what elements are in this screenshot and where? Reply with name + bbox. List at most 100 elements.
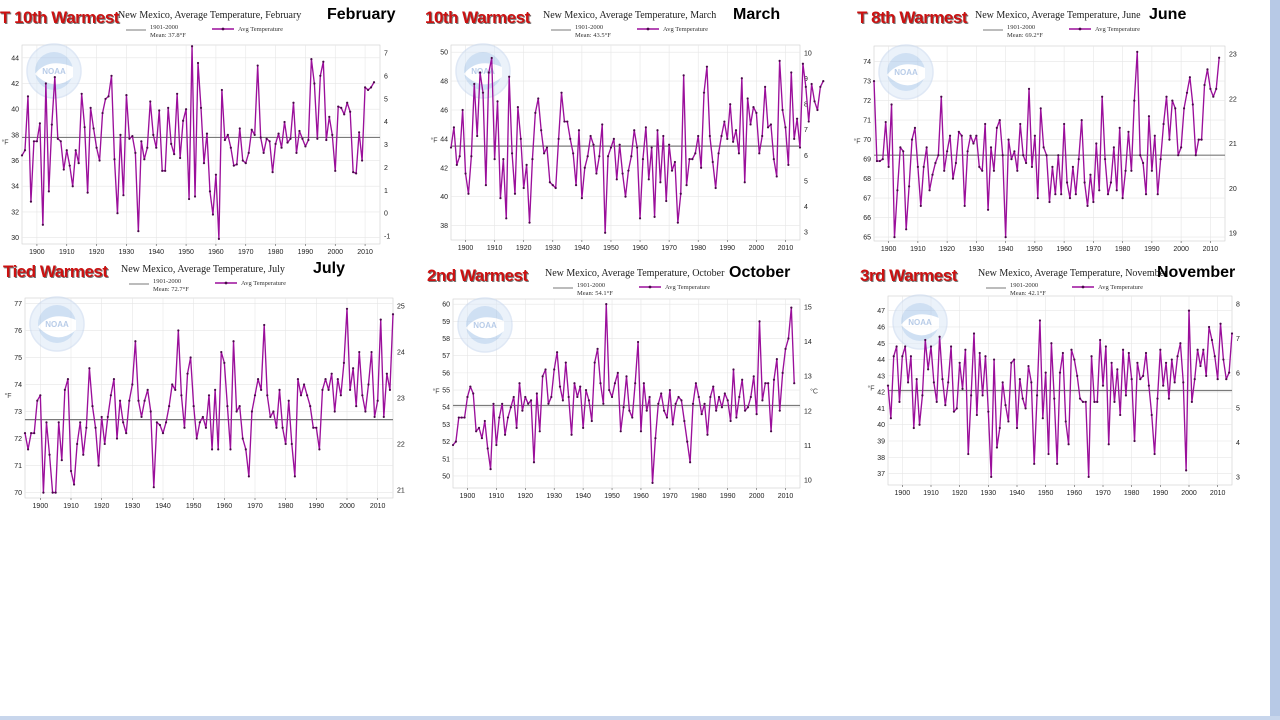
data-point [476, 134, 479, 138]
data-point [1124, 169, 1127, 172]
chart-svg-november: NOAA New Mexico, Average Temperature, Nov… [867, 268, 1240, 497]
data-point [566, 120, 569, 123]
data-point [1133, 99, 1136, 102]
data-point [561, 399, 564, 402]
data-point [502, 158, 505, 161]
data-point [45, 421, 48, 424]
data-point [1130, 169, 1133, 172]
legend-series-label: Avg Temperature [665, 284, 710, 291]
data-point [647, 178, 650, 181]
x-tick-label: 1920 [518, 493, 534, 500]
data-point [712, 385, 715, 388]
data-point [1019, 122, 1022, 126]
y2-tick-label: 22 [1229, 96, 1237, 103]
y2-tick-label: 10 [804, 51, 812, 58]
data-point [990, 475, 993, 478]
data-point [557, 137, 560, 140]
data-point [489, 468, 492, 471]
x-tick-label: 1930 [546, 493, 562, 500]
data-point [1219, 322, 1222, 325]
chart-title: New Mexico, Average Temperature, Februar… [118, 10, 301, 21]
data-point [1179, 342, 1182, 345]
data-point [572, 152, 575, 155]
month-label: June [1149, 6, 1187, 23]
data-point [579, 385, 582, 388]
x-tick-label: 1900 [460, 493, 476, 500]
data-point [168, 405, 171, 408]
data-point [1180, 146, 1183, 149]
data-point [250, 128, 253, 131]
y2-tick-label: 23 [1229, 52, 1237, 59]
y-tick-label: 57 [442, 353, 450, 360]
data-point [63, 388, 66, 391]
data-point [480, 437, 484, 440]
chart-title: New Mexico, Average Temperature, October [545, 268, 725, 279]
data-point [143, 158, 146, 161]
month-label: March [733, 6, 781, 23]
data-point [1124, 394, 1128, 397]
data-point [622, 406, 625, 409]
data-point [140, 140, 143, 143]
data-point [922, 165, 925, 168]
x-tick-label: 1970 [238, 249, 254, 256]
data-point [358, 131, 361, 134]
data-point [253, 394, 257, 397]
x-tick-label: 1990 [720, 245, 736, 252]
data-point [1156, 193, 1159, 196]
y-tick-label: 58 [442, 336, 450, 343]
data-point [152, 133, 155, 136]
data-point [35, 140, 39, 143]
data-point [210, 448, 214, 451]
data-point [330, 372, 333, 375]
data-point [208, 190, 212, 193]
data-point [1182, 381, 1185, 384]
data-point [1061, 351, 1064, 355]
data-point [540, 129, 543, 132]
data-point [638, 217, 642, 220]
data-point [1007, 420, 1010, 423]
data-point [755, 413, 758, 416]
data-point [112, 377, 116, 381]
data-point [627, 169, 630, 172]
data-point [1053, 397, 1056, 400]
legend-mean-label: Mean: 43.5°F [575, 32, 611, 39]
month-label: October [729, 264, 791, 281]
data-point [319, 74, 322, 77]
data-point [601, 123, 604, 126]
x-tick-label: 1980 [690, 245, 706, 252]
data-point [1064, 420, 1067, 423]
data-point [1185, 91, 1189, 94]
data-point [1213, 355, 1216, 358]
data-point [363, 86, 367, 89]
data-point [173, 153, 176, 156]
rank-label: T 10th Warmest [0, 8, 119, 27]
data-point [743, 409, 747, 412]
y2-tick-label: 25 [397, 304, 405, 311]
x-tick-label: 2010 [370, 503, 386, 510]
data-point [599, 382, 602, 385]
data-point [475, 430, 478, 433]
data-point [639, 430, 643, 433]
data-point [1089, 173, 1092, 176]
data-point [269, 415, 272, 419]
y-tick-label: 77 [14, 301, 22, 308]
chart-svg-october: NOAA New Mexico, Average Temperature, Oct… [432, 268, 817, 500]
data-point [1036, 197, 1039, 200]
data-point [161, 432, 165, 435]
watermark-text: NOAA [42, 67, 66, 76]
data-point [654, 437, 657, 440]
data-point [29, 200, 33, 203]
y-tick-label: 42 [440, 165, 448, 172]
data-point [113, 158, 116, 161]
data-point [670, 169, 674, 172]
data-point [366, 88, 370, 92]
data-point [951, 177, 955, 180]
data-point [550, 395, 553, 399]
data-point [630, 155, 633, 158]
data-point [229, 448, 232, 451]
x-tick-label: 1990 [309, 503, 325, 510]
x-tick-label: 1910 [59, 249, 75, 256]
data-point [609, 146, 613, 149]
x-tick-label: 1930 [119, 249, 135, 256]
data-point [307, 138, 310, 142]
